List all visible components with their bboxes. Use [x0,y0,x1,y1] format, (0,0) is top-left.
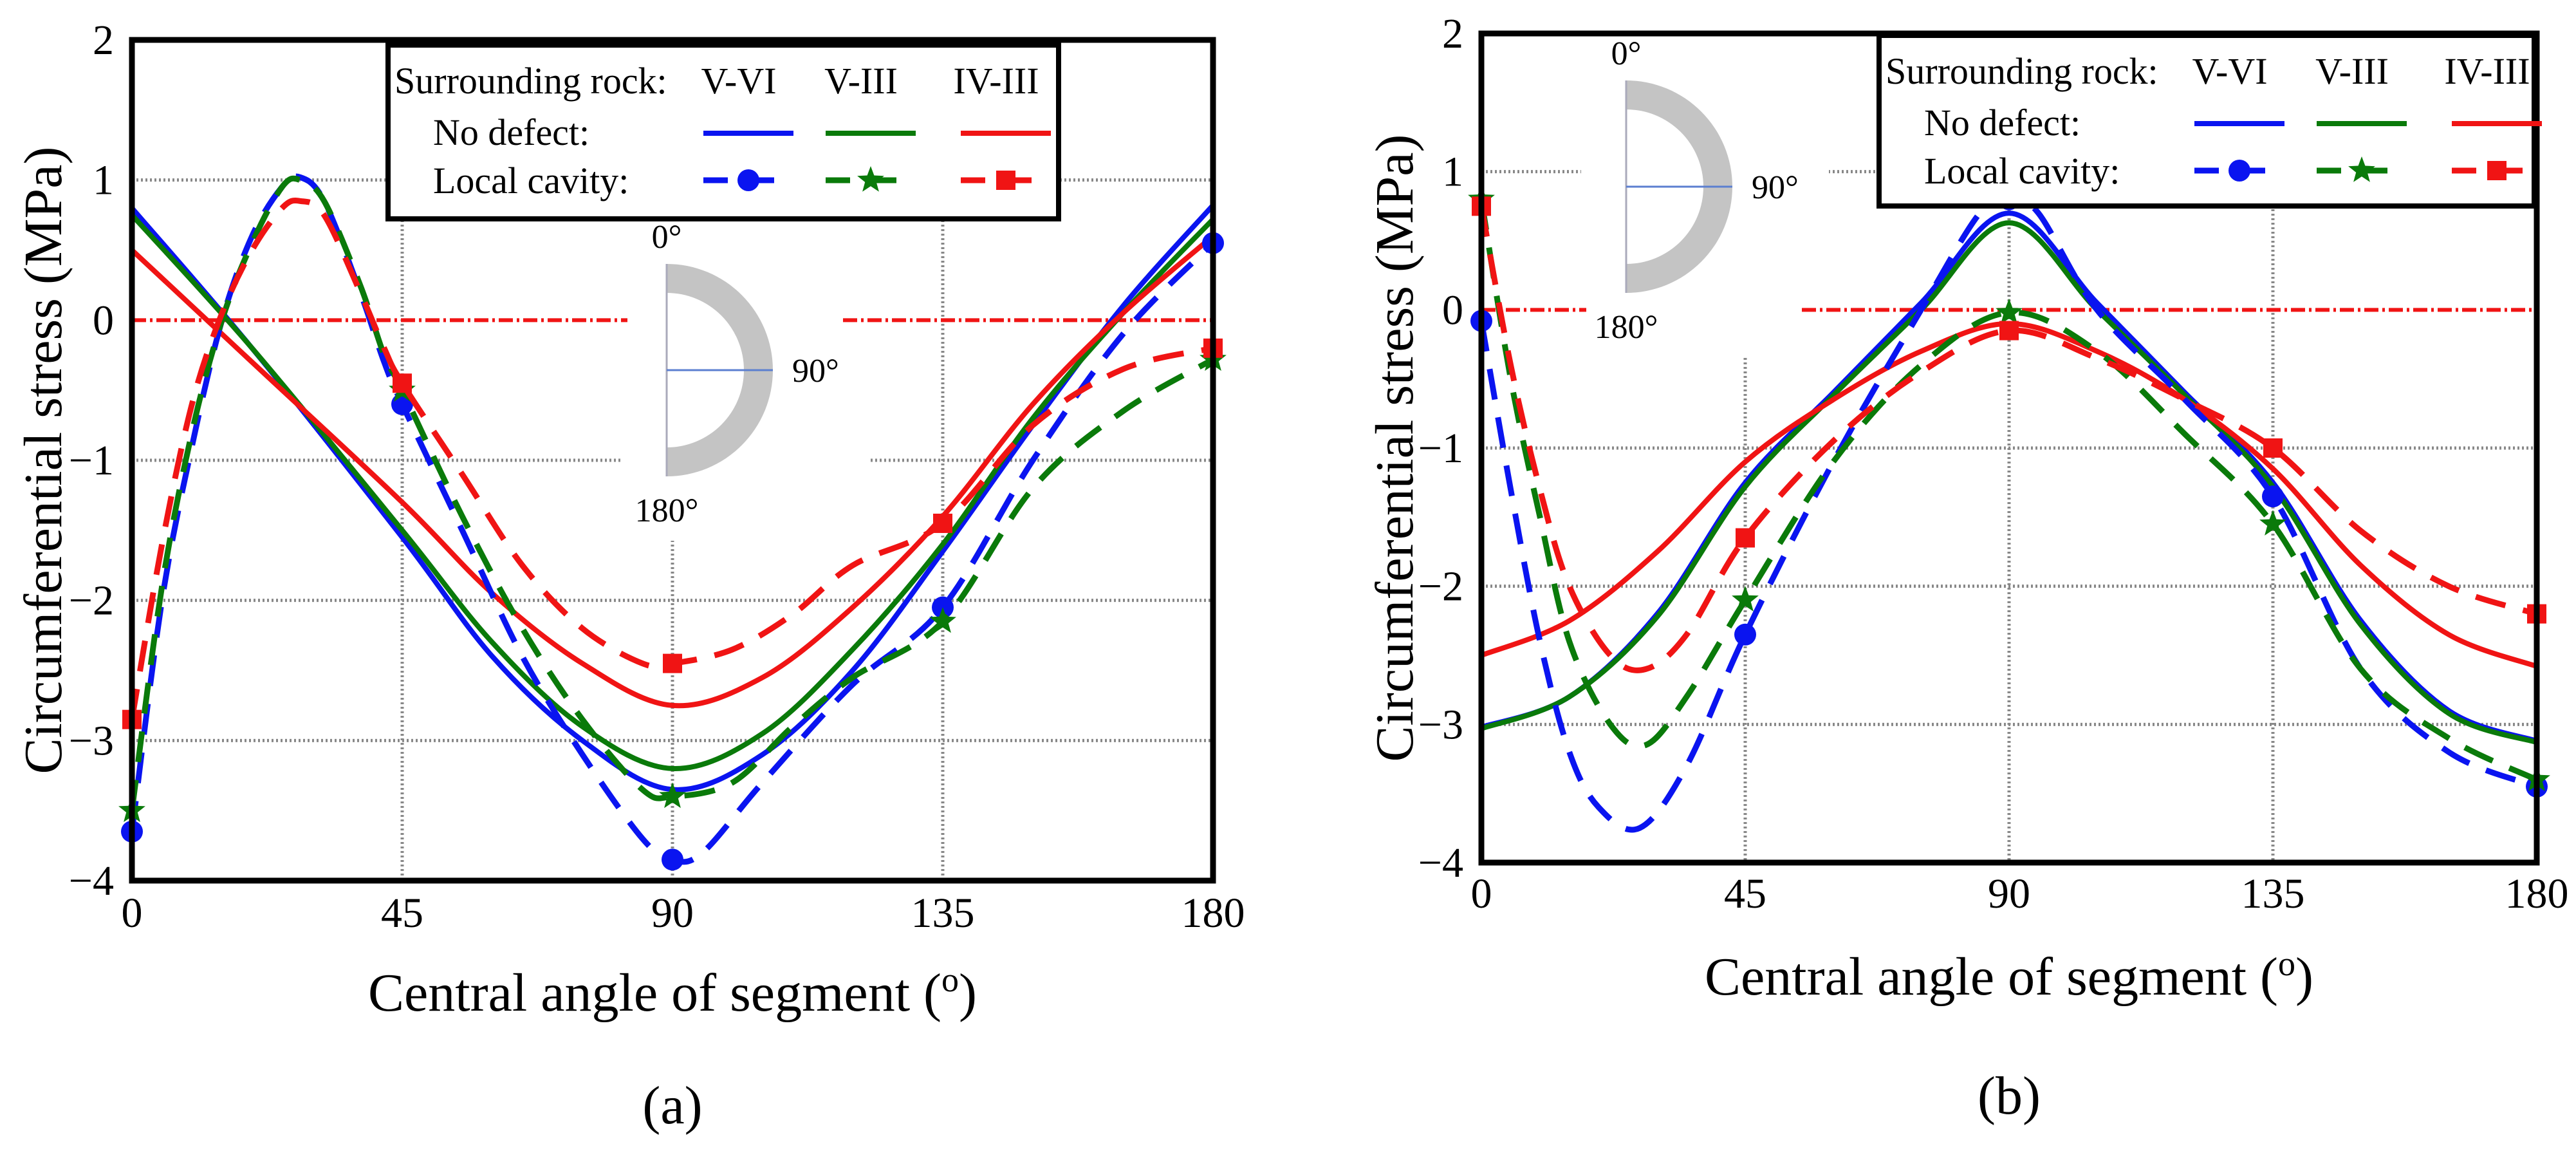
y-tick-label: −2 [69,577,114,624]
x-tick-label: 0 [1471,870,1492,917]
legend-marker [2348,156,2375,182]
y-tick-label: 0 [1442,286,1463,333]
x-tick-label: 135 [911,890,975,937]
data-point-local-cavity-v-iii [929,607,956,633]
series-line-local-cavity-iv-iii [132,197,1213,720]
data-point-local-cavity-iv-iii [1736,528,1755,548]
inset-label-90: 90° [792,353,839,389]
panel-label: (a) [642,1076,702,1136]
data-point-local-cavity-v-vi [2262,485,2284,508]
x-axis-label: Central angle of segment (o) [1705,944,2313,1007]
legend-row-label: No defect: [433,111,589,153]
legend-row-label: No defect: [1924,102,2080,144]
segment-ring-icon [667,264,773,476]
legend-header: Surrounding rock: [1886,50,2158,92]
chart-panel-b: 0° 90° 180° 0 45 90 135 180 2 1 0 −1 −2 −3 −4 Central a… [1365,10,2569,1126]
legend: Surrounding rock: V-VI V-III IV-III No defec… [385,42,1061,221]
legend-column-label: V-III [824,60,898,102]
x-tick-label: 135 [2241,870,2305,917]
series-line-no-defect-iv-iii [132,234,1213,709]
series-line-no-defect-v-vi [132,203,1213,792]
chart-panel-a: 0° 90° 180° 0 45 90 135 180 2 1 0 −1 −2 −3 −4 Central a… [14,17,1245,1136]
y-tick-label: −3 [69,717,114,764]
y-tick-label: −4 [1418,839,1463,886]
y-axis-label: Circumferential stress (MPa) [1365,134,1425,762]
legend-marker [2487,161,2507,180]
y-tick-label: 2 [93,17,114,64]
data-point-local-cavity-v-iii [1732,586,1759,612]
inset-label-180: 180° [1595,309,1658,346]
degree-symbol: o [941,960,959,999]
segment-ring-icon [1626,80,1732,293]
y-tick-label: −4 [69,857,114,904]
y-tick-label: −1 [69,437,114,484]
plot-frame [129,37,1216,884]
x-tick-label: 45 [1724,870,1766,917]
panel-label: (b) [1978,1066,2041,1126]
data-point-local-cavity-v-iii [2259,510,2286,536]
inset-label-0: 0° [1611,35,1642,72]
inset-label-0: 0° [652,219,682,256]
inset-label-90: 90° [1752,169,1799,206]
series-line-local-cavity-v-iii [1481,198,2537,783]
data-point-local-cavity-v-vi [1734,623,1756,646]
legend-row-label: Local cavity: [1924,150,2120,192]
legend-column-label: V-VI [2192,50,2267,92]
legend-marker [857,166,884,192]
y-axis-label: Circumferential stress (MPa) [14,146,73,774]
legend-column-label: IV-III [953,60,1039,102]
data-point-local-cavity-iv-iii [663,653,682,673]
x-axis-label: Central angle of segment (o) [368,960,977,1023]
x-tick-label: 90 [1988,870,2030,917]
y-tick-label: 2 [1442,10,1463,57]
data-point-local-cavity-iv-iii [933,513,952,533]
y-tick-label: 1 [1442,149,1463,196]
data-point-local-cavity-iv-iii [1999,321,2019,341]
legend-column-label: V-VI [701,60,776,102]
data-point-local-cavity-v-iii [659,782,686,809]
legend-marker [737,169,759,191]
series-line-no-defect-v-iii [132,213,1213,771]
legend-header: Surrounding rock: [394,60,667,102]
legend-box [1876,33,2537,209]
y-tick-label: −3 [1418,701,1463,748]
series-line-no-defect-v-iii [1481,220,2537,745]
legend-marker [996,171,1015,190]
legend-column-label: IV-III [2444,50,2530,92]
y-tick-label: −1 [1418,425,1463,472]
legend-marker [2229,160,2250,182]
degree-symbol: o [2278,944,2295,983]
x-tick-label: 0 [122,890,143,937]
data-point-local-cavity-iv-iii [393,373,412,393]
data-point-local-cavity-iv-iii [2263,438,2283,458]
inset-label-180: 180° [635,492,699,529]
data-point-local-cavity-v-iii [1996,298,2023,324]
series-line-local-cavity-v-iii [132,175,1213,811]
series-line-local-cavity-iv-iii [1481,205,2537,673]
data-point-local-cavity-v-vi [662,848,683,871]
legend-column-label: V-III [2315,50,2389,92]
x-tick-label: 45 [381,890,423,937]
y-tick-label: −2 [1418,563,1463,610]
legend: Surrounding rock: V-VI V-III IV-III No defec… [1876,33,2542,209]
legend-row-label: Local cavity: [433,160,629,201]
x-tick-label: 180 [1181,890,1245,937]
y-tick-label: 1 [93,157,114,204]
series-line-local-cavity-v-vi [1481,196,2537,833]
x-tick-label: 180 [2505,870,2569,917]
y-tick-label: 0 [93,297,114,344]
x-tick-label: 90 [651,890,694,937]
